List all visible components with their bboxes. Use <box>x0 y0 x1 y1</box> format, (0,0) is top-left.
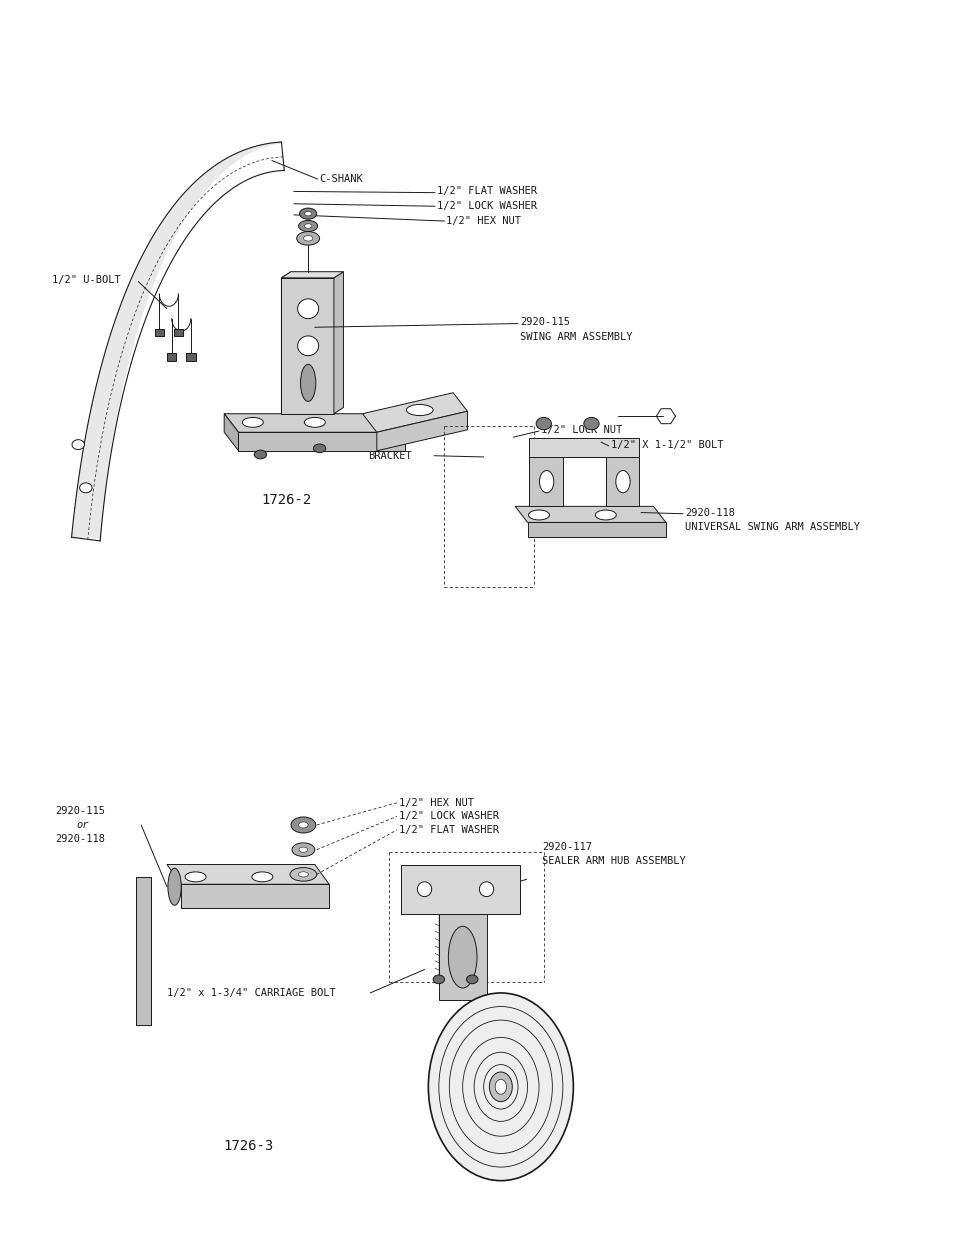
Polygon shape <box>281 272 343 278</box>
Polygon shape <box>281 272 291 414</box>
Bar <box>136 877 151 1025</box>
Ellipse shape <box>297 336 318 356</box>
Polygon shape <box>238 432 405 451</box>
Text: 1/2" FLAT WASHER: 1/2" FLAT WASHER <box>436 186 537 196</box>
Ellipse shape <box>298 872 308 877</box>
Bar <box>167 353 176 361</box>
Circle shape <box>495 1079 506 1094</box>
Ellipse shape <box>536 417 551 430</box>
Polygon shape <box>527 522 665 537</box>
Ellipse shape <box>406 405 433 415</box>
Polygon shape <box>224 414 405 432</box>
Text: 2920-115: 2920-115 <box>55 806 105 816</box>
Text: 1/2" LOCK WASHER: 1/2" LOCK WASHER <box>398 811 498 821</box>
Ellipse shape <box>304 224 312 228</box>
Ellipse shape <box>71 440 84 450</box>
Polygon shape <box>400 864 519 914</box>
Ellipse shape <box>528 510 549 520</box>
Text: 2920-117: 2920-117 <box>541 842 591 852</box>
Polygon shape <box>605 457 639 506</box>
Ellipse shape <box>242 417 263 427</box>
Ellipse shape <box>185 872 206 882</box>
Ellipse shape <box>292 844 314 857</box>
Circle shape <box>489 1072 512 1102</box>
Text: 1/2" x 1-3/4" CARRIAGE BOLT: 1/2" x 1-3/4" CARRIAGE BOLT <box>167 988 335 998</box>
Text: 2920-118: 2920-118 <box>55 834 105 844</box>
Polygon shape <box>167 864 329 884</box>
Ellipse shape <box>303 236 313 241</box>
Ellipse shape <box>252 872 273 882</box>
Text: SWING ARM ASSEMBLY: SWING ARM ASSEMBLY <box>519 332 632 342</box>
Ellipse shape <box>298 847 308 852</box>
Text: 1/2" U-BOLT: 1/2" U-BOLT <box>52 275 121 285</box>
Ellipse shape <box>595 510 616 520</box>
Text: 1/2" HEX NUT: 1/2" HEX NUT <box>398 798 474 808</box>
Ellipse shape <box>479 882 494 897</box>
Text: 2920-115: 2920-115 <box>519 317 569 327</box>
Ellipse shape <box>304 417 325 427</box>
Ellipse shape <box>297 299 318 319</box>
Text: SEALER ARM HUB ASSEMBLY: SEALER ARM HUB ASSEMBLY <box>541 856 685 866</box>
Polygon shape <box>181 884 329 908</box>
Text: 1/2" LOCK NUT: 1/2" LOCK NUT <box>540 425 621 435</box>
Ellipse shape <box>290 868 316 882</box>
Ellipse shape <box>304 211 312 216</box>
Text: 1/2" FLAT WASHER: 1/2" FLAT WASHER <box>398 825 498 835</box>
Bar <box>154 329 164 336</box>
Ellipse shape <box>299 209 316 220</box>
Polygon shape <box>515 506 665 522</box>
Ellipse shape <box>539 471 553 493</box>
Polygon shape <box>529 457 562 506</box>
Ellipse shape <box>417 882 431 897</box>
Text: 1/2" X 1-1/2" BOLT: 1/2" X 1-1/2" BOLT <box>610 440 722 450</box>
Text: 1/2" HEX NUT: 1/2" HEX NUT <box>446 216 521 226</box>
Bar <box>173 329 183 336</box>
Ellipse shape <box>300 364 315 401</box>
Circle shape <box>428 993 573 1181</box>
Polygon shape <box>362 393 467 432</box>
Ellipse shape <box>433 976 444 983</box>
Ellipse shape <box>291 818 315 832</box>
Ellipse shape <box>583 417 598 430</box>
Polygon shape <box>334 272 343 414</box>
Polygon shape <box>529 438 639 457</box>
Bar <box>186 353 195 361</box>
Ellipse shape <box>168 868 181 905</box>
Text: C-SHANK: C-SHANK <box>319 174 363 184</box>
Ellipse shape <box>313 445 325 453</box>
Text: BRACKET: BRACKET <box>368 451 412 461</box>
Ellipse shape <box>79 483 91 493</box>
Polygon shape <box>376 411 467 451</box>
Polygon shape <box>281 278 334 414</box>
Ellipse shape <box>298 220 317 232</box>
Polygon shape <box>224 414 238 451</box>
Ellipse shape <box>253 451 266 459</box>
Ellipse shape <box>448 926 476 988</box>
Text: 1726-3: 1726-3 <box>223 1139 273 1153</box>
Text: 1/2" LOCK WASHER: 1/2" LOCK WASHER <box>436 201 537 211</box>
Text: 2920-118: 2920-118 <box>684 508 734 517</box>
Polygon shape <box>438 914 486 1000</box>
Ellipse shape <box>298 823 308 827</box>
Ellipse shape <box>616 471 629 493</box>
Ellipse shape <box>296 232 319 245</box>
Text: UNIVERSAL SWING ARM ASSEMBLY: UNIVERSAL SWING ARM ASSEMBLY <box>684 522 859 532</box>
Ellipse shape <box>466 976 477 983</box>
Text: 1726-2: 1726-2 <box>261 493 311 508</box>
Text: or: or <box>76 820 89 830</box>
